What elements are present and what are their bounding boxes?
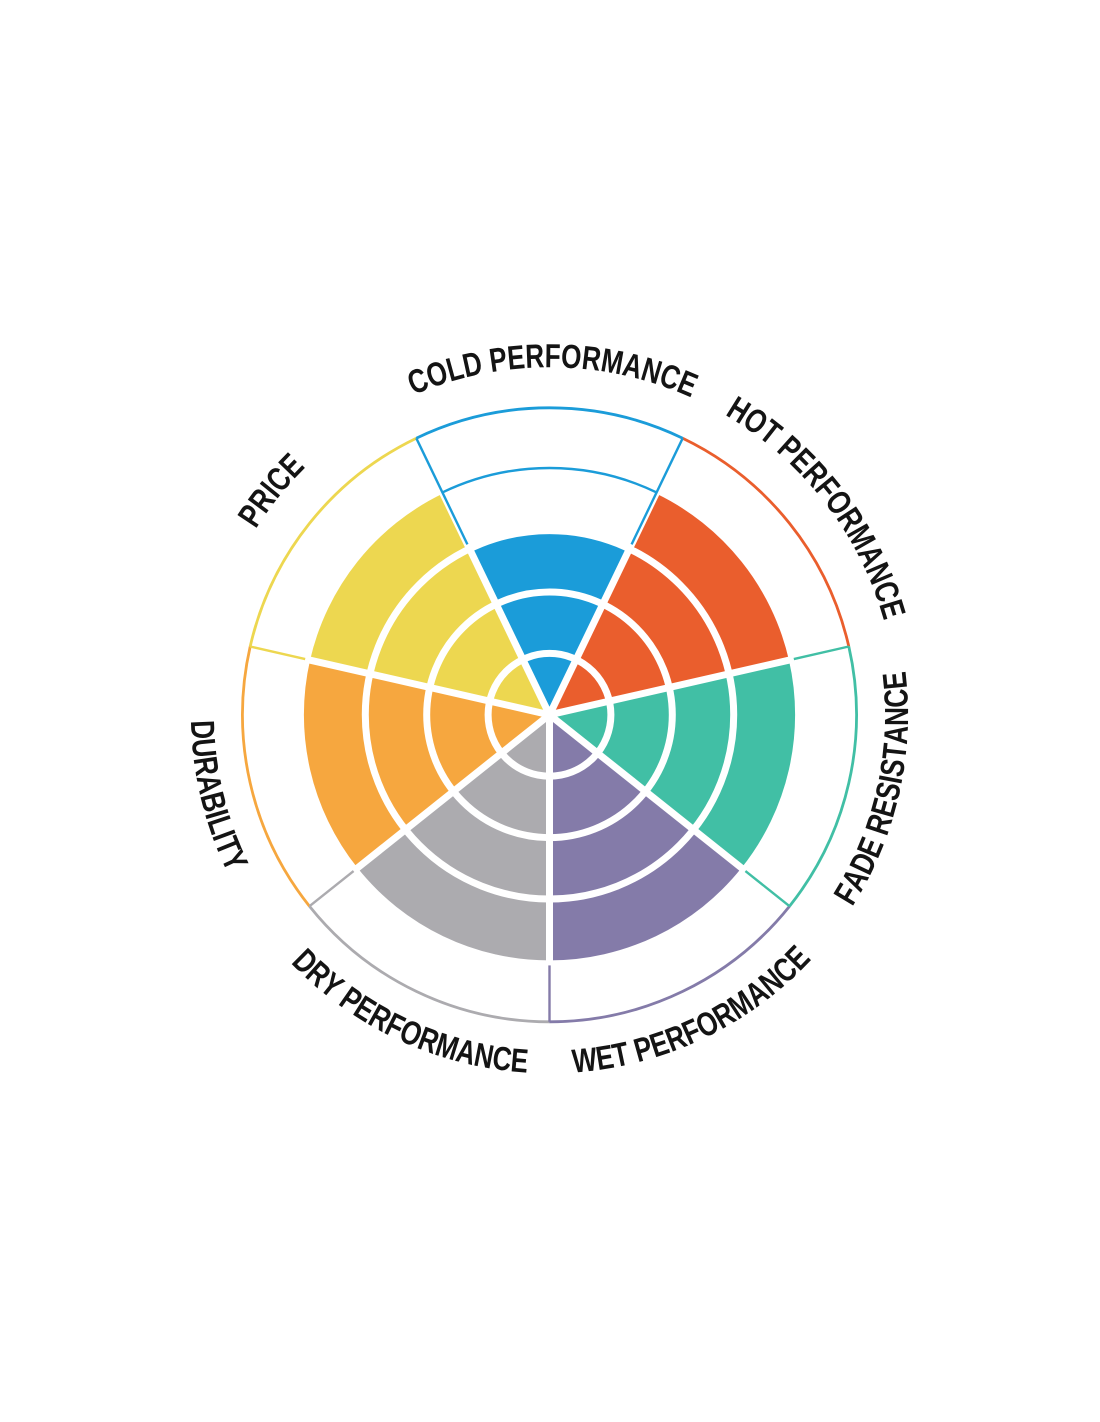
svg-text:C: C	[490, 1040, 514, 1079]
svg-text:C: C	[878, 688, 916, 709]
svg-text:E: E	[509, 1042, 530, 1080]
svg-text:S: S	[874, 756, 913, 779]
svg-text:D: D	[183, 720, 221, 740]
svg-text:F: F	[544, 338, 560, 375]
svg-text:E: E	[593, 1039, 616, 1078]
svg-text:A: A	[878, 724, 916, 745]
svg-text:T: T	[876, 741, 914, 761]
svg-text:W: W	[570, 1041, 599, 1080]
svg-text:R: R	[525, 338, 546, 376]
svg-text:E: E	[877, 670, 915, 691]
svg-text:E: E	[506, 339, 527, 377]
svg-text:N: N	[879, 707, 916, 726]
svg-text:P: P	[487, 341, 510, 380]
svg-text:U: U	[184, 737, 222, 759]
svg-text:O: O	[560, 338, 583, 376]
svg-text:R: R	[580, 340, 603, 379]
